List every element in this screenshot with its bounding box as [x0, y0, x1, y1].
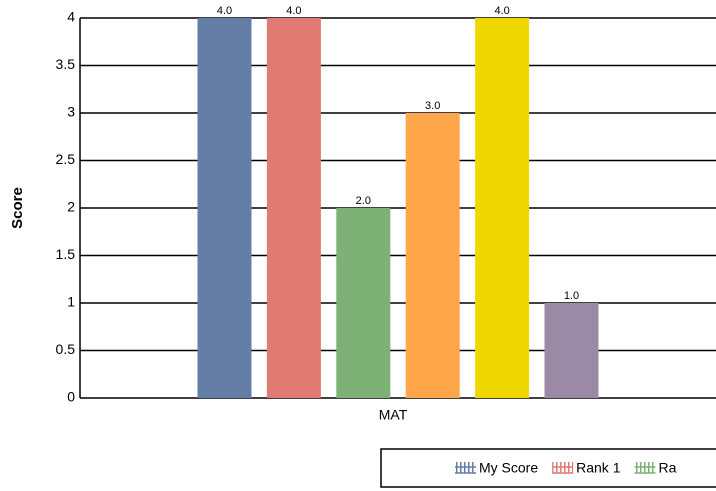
bar: [405, 113, 460, 398]
legend-label: My Score: [479, 460, 538, 476]
y-axis-label: Score: [9, 187, 26, 229]
legend-label: Rank 1: [576, 460, 621, 476]
bar: [336, 208, 391, 398]
y-tick-label: 3: [67, 104, 75, 120]
data-label: 3.0: [425, 100, 440, 112]
data-label: 4.0: [494, 5, 509, 17]
legend-box: [380, 448, 716, 488]
data-label: 1.0: [564, 290, 579, 302]
bar: [544, 303, 599, 398]
bar: [197, 18, 252, 398]
bar: [475, 18, 530, 398]
legend-label: Ra: [658, 460, 676, 476]
y-tick-label: 4: [67, 9, 75, 25]
data-label: 2.0: [356, 195, 371, 207]
data-label: 4.0: [286, 5, 301, 17]
data-label: 4.0: [217, 5, 232, 17]
bar: [266, 18, 321, 398]
y-tick-label: 3.5: [56, 56, 76, 72]
x-tick-label: MAT: [379, 407, 408, 423]
y-tick-label: 1.5: [56, 246, 76, 262]
y-tick-label: 1: [67, 294, 75, 310]
y-tick-label: 0.5: [56, 341, 76, 357]
y-tick-label: 2.5: [56, 151, 76, 167]
y-tick-label: 2: [67, 199, 75, 215]
y-tick-label: 0: [67, 389, 75, 405]
